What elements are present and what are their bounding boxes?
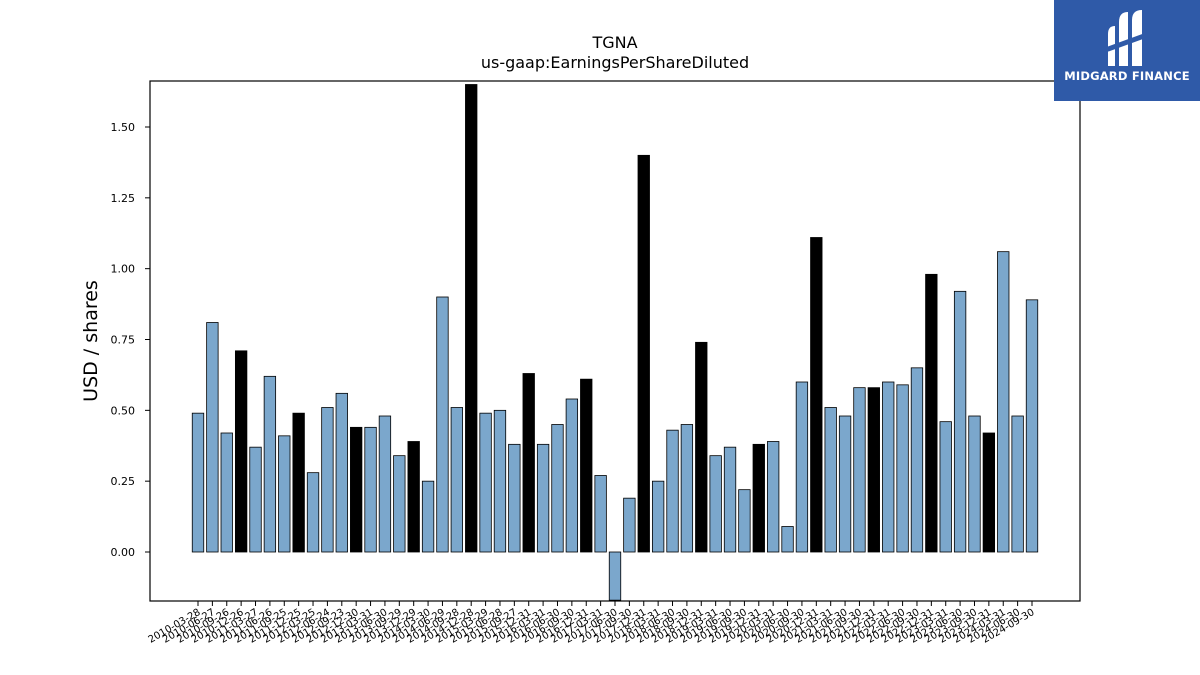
bar-2014-06-29 [436, 296, 449, 553]
bar-2012-12-30 [350, 426, 363, 553]
bar-2015-06-28 [493, 409, 507, 553]
plot-frame [149, 80, 1081, 602]
bar-2021-12-31 [867, 387, 880, 553]
bar-2013-06-30 [378, 415, 392, 553]
bar-2017-03-31 [594, 475, 607, 553]
bar-2022-12-31 [925, 273, 938, 553]
bar-2012-06-24 [321, 407, 334, 553]
bar-2013-09-29 [393, 455, 406, 553]
bar-2020-09-30 [795, 381, 809, 553]
bar-2019-12-31 [752, 443, 765, 553]
bar-2014-03-30 [421, 480, 435, 553]
bars-group [191, 84, 1039, 601]
bar-2017-09-30 [623, 497, 636, 553]
bar-2012-09-23 [335, 392, 348, 553]
bar-2015-03-29 [479, 412, 492, 553]
bar-2010-06-27 [206, 322, 219, 553]
y-tick-label: 1.50 [111, 121, 136, 134]
bar-2023-12-31 [982, 432, 996, 553]
bar-2011-12-25 [292, 412, 305, 553]
bar-2016-12-31 [580, 378, 593, 553]
chart-subtitle: us-gaap:EarningsPerShareDiluted [481, 53, 749, 72]
bar-2015-12-31 [522, 373, 535, 553]
bar-2022-03-31 [882, 381, 895, 553]
bar-2021-06-30 [838, 415, 852, 553]
bar-2018-12-31 [695, 341, 708, 553]
bar-2019-09-30 [738, 489, 751, 553]
bar-2020-03-31 [767, 441, 780, 553]
bar-2020-06-30 [781, 526, 794, 553]
bar-2020-12-31 [810, 237, 823, 553]
bar-2010-12-26 [234, 350, 248, 553]
bar-2010-09-26 [220, 432, 233, 553]
bar-2019-06-30 [723, 446, 737, 553]
bar-2024-06-30 [1011, 415, 1024, 553]
bar-2022-09-30 [910, 367, 924, 553]
bar-2016-06-30 [551, 424, 564, 553]
bar-2016-09-30 [565, 398, 579, 553]
bar-2021-09-30 [853, 387, 866, 553]
bar-2015-09-27 [508, 443, 521, 553]
bar-2023-03-31 [939, 421, 952, 553]
bar-2013-12-29 [407, 441, 420, 553]
chart-title: TGNA [591, 33, 637, 52]
bar-2012-03-25 [306, 472, 320, 553]
y-tick-label: 1.25 [111, 192, 136, 205]
y-tick-label: 0.00 [111, 546, 136, 559]
y-axis-label: USD / shares [80, 280, 102, 402]
bar-2011-06-26 [263, 375, 277, 553]
bar-2014-09-28 [450, 407, 463, 553]
bar-2021-03-31 [824, 407, 837, 553]
bar-2017-12-31 [637, 154, 650, 553]
x-axis: 2010-03-282010-06-272010-09-262010-12-26… [147, 601, 1037, 646]
logo-text: MIDGARD FINANCE [1064, 69, 1190, 83]
bar-2019-03-31 [709, 455, 722, 553]
bar-2023-09-30 [968, 415, 981, 553]
bar-2024-09-30 [1025, 299, 1039, 553]
y-tick-label: 1.00 [111, 263, 136, 276]
bar-2010-03-28 [191, 412, 205, 553]
y-tick-label: 0.25 [111, 475, 136, 488]
y-axis: 0.00 0.25 0.50 0.75 1.00 1.25 1.50 [111, 121, 150, 559]
midgard-logo-icon [1106, 10, 1146, 66]
bar-2023-06-30 [953, 290, 967, 553]
bar-2018-09-30 [680, 424, 694, 553]
bar-2016-03-31 [536, 443, 550, 553]
bar-2011-03-27 [249, 446, 262, 553]
bar-2018-06-30 [666, 429, 679, 553]
bar-2017-06-30 [608, 551, 622, 601]
bar-2022-06-30 [896, 384, 909, 553]
midgard-finance-logo: MIDGARD FINANCE [1054, 0, 1200, 101]
bar-2014-12-28 [465, 84, 478, 553]
bar-2018-03-31 [651, 480, 665, 553]
bar-2011-09-25 [278, 435, 291, 553]
bar-2013-03-31 [364, 426, 377, 553]
y-tick-label: 0.50 [111, 404, 136, 417]
bar-2024-03-31 [997, 251, 1010, 553]
y-tick-label: 0.75 [111, 334, 136, 347]
